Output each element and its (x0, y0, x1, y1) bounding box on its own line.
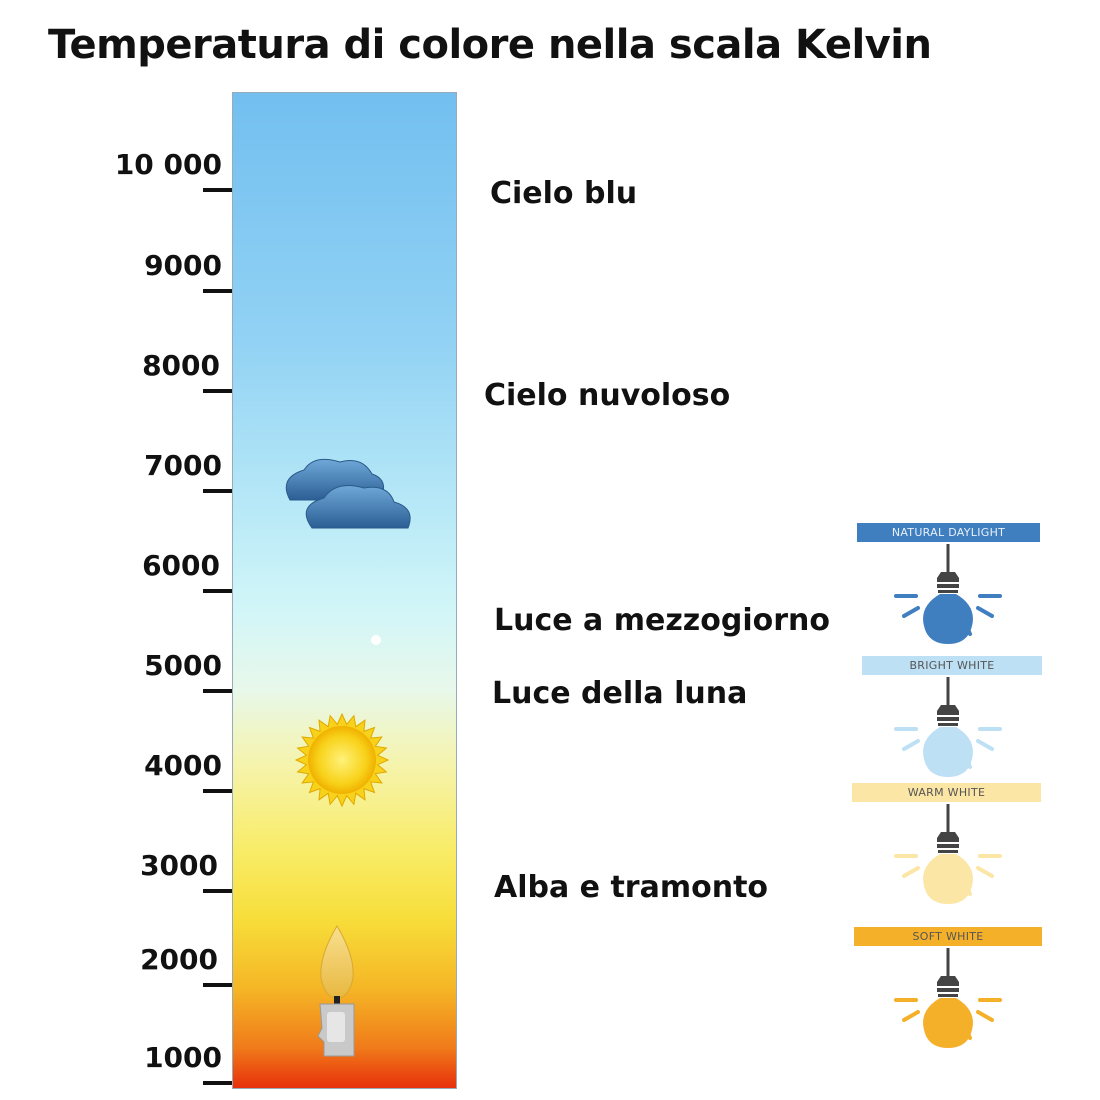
tick-mark (203, 1081, 232, 1085)
tick-mark (203, 188, 232, 192)
tick-mark (203, 389, 232, 393)
tick-label: 3000 (140, 849, 218, 882)
bulb-banner: BRIGHT WHITE (862, 656, 1042, 675)
bulb-banner: WARM WHITE (852, 783, 1041, 802)
color-temperature-bar (232, 92, 457, 1089)
tick-mark (203, 289, 232, 293)
tick-label: 8000 (142, 349, 220, 382)
cloud-icon (285, 458, 411, 529)
bulb-banner: SOFT WHITE (854, 927, 1042, 946)
source-label-luce-luna: Luce della luna (492, 676, 748, 711)
tick-label: 6000 (142, 549, 220, 582)
page-title: Temperatura di colore nella scala Kelvin (48, 22, 932, 68)
tick-mark (203, 589, 232, 593)
light-bulb-icon (894, 804, 1002, 904)
light-bulb-icon (894, 948, 1002, 1048)
source-label-cielo-nuvoloso: Cielo nuvoloso (484, 378, 731, 413)
candle-icon (317, 925, 355, 1057)
bulb-banner: NATURAL DAYLIGHT (857, 523, 1040, 542)
tick-mark (203, 489, 232, 493)
tick-mark (203, 889, 232, 893)
tick-label: 7000 (144, 449, 222, 482)
light-bulb-icon (894, 677, 1002, 777)
tick-label: 5000 (144, 649, 222, 682)
sun-icon (294, 712, 390, 808)
light-bulb-icon (894, 544, 1002, 644)
tick-mark (203, 983, 232, 987)
tick-label: 10 000 (114, 148, 222, 181)
tick-mark (203, 689, 232, 693)
tick-mark (203, 789, 232, 793)
source-label-luce-mezzogiorno: Luce a mezzogiorno (494, 603, 831, 638)
tick-label: 1000 (144, 1041, 222, 1074)
tick-label: 9000 (144, 249, 222, 282)
tick-label: 2000 (140, 943, 218, 976)
tick-label: 4000 (144, 749, 222, 782)
source-label-alba-tramonto: Alba e tramonto (494, 870, 769, 905)
moon-dot-icon (371, 635, 381, 645)
source-label-cielo-blu: Cielo blu (490, 176, 638, 211)
